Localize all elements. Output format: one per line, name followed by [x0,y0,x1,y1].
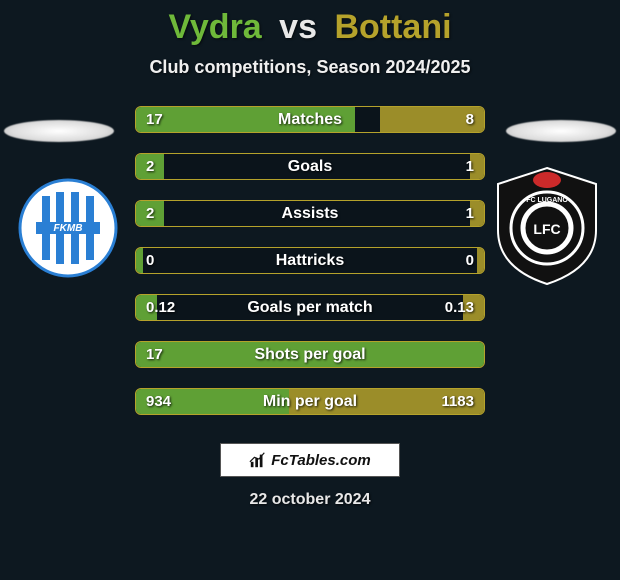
stat-row: 9341183Min per goal [135,388,485,415]
stat-label: Shots per goal [136,342,484,367]
crest-right-svg: LFC FC LUGANO [492,166,602,286]
bar-chart-icon [249,451,267,469]
brand-text: FcTables.com [271,452,370,469]
spotlight-left [4,120,114,142]
club-crest-left: FKMB [18,178,118,278]
vs-label: vs [279,8,317,46]
comparison-title: Vydra vs Bottani [0,0,620,47]
date-label: 22 october 2024 [0,491,620,509]
stat-row: 178Matches [135,106,485,133]
svg-text:FKMB: FKMB [54,223,83,234]
svg-text:LFC: LFC [533,221,560,237]
comparison-arena: FKMB LFC FC LUGANO 178Matches 21Goals 21As… [0,106,620,415]
stat-label: Goals per match [136,295,484,320]
club-crest-right: LFC FC LUGANO [492,166,602,286]
crest-left-svg: FKMB [18,178,118,278]
stat-label: Min per goal [136,389,484,414]
subtitle: Club competitions, Season 2024/2025 [0,57,620,78]
stat-label: Matches [136,107,484,132]
stat-label: Hattricks [136,248,484,273]
spotlight-right [506,120,616,142]
stat-label: Goals [136,154,484,179]
stat-row: 17Shots per goal [135,341,485,368]
player2-name: Bottani [334,8,451,46]
stat-row: 00Hattricks [135,247,485,274]
stat-label: Assists [136,201,484,226]
stat-row: 21Assists [135,200,485,227]
player1-name: Vydra [168,8,261,46]
stat-row: 21Goals [135,153,485,180]
svg-text:FC LUGANO: FC LUGANO [526,197,568,204]
brand-box: FcTables.com [220,443,400,477]
stat-row: 0.120.13Goals per match [135,294,485,321]
stat-bars-container: 178Matches 21Goals 21Assists 00Hattricks 0.1… [135,106,485,415]
